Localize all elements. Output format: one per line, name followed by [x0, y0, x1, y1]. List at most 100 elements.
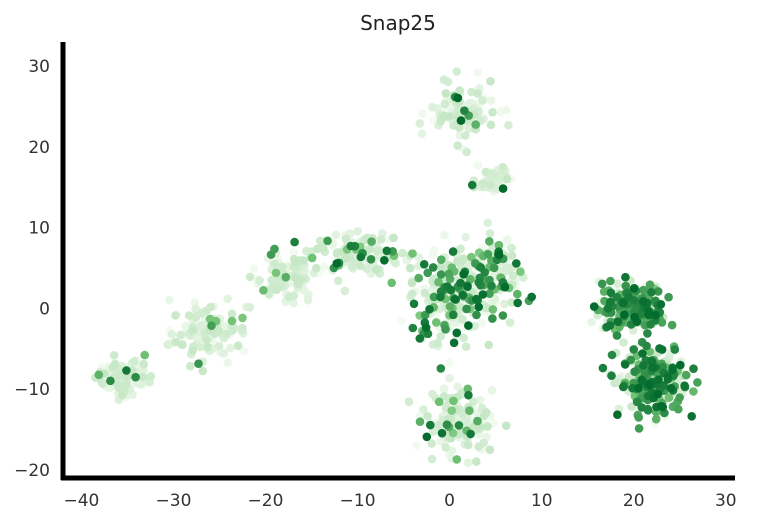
- scatter-point: [164, 340, 173, 350]
- scatter-point: [188, 325, 198, 335]
- scatter-point: [489, 263, 499, 273]
- scatter-point: [527, 292, 536, 302]
- scatter-point: [680, 381, 689, 391]
- scatter-point: [428, 263, 438, 272]
- scatter-point: [439, 384, 449, 394]
- scatter-point: [653, 389, 663, 399]
- scatter-point: [441, 401, 451, 411]
- scatter-point: [436, 292, 445, 302]
- scatter-point: [512, 259, 521, 268]
- scatter-point: [427, 439, 437, 448]
- scatter-point: [239, 346, 248, 356]
- scatter-point: [463, 282, 472, 292]
- scatter-point: [422, 432, 432, 442]
- scatter-point: [299, 256, 308, 265]
- scatter-point: [666, 383, 676, 393]
- scatter-point: [281, 272, 291, 282]
- scatter-point: [109, 351, 119, 360]
- scatter-point: [610, 378, 619, 388]
- scatter-point: [458, 315, 467, 324]
- scatter-point: [94, 370, 104, 380]
- scatter-point: [331, 230, 341, 240]
- scatter-point: [657, 402, 666, 411]
- scatter-point: [106, 376, 115, 386]
- scatter-point: [223, 358, 232, 368]
- scatter-point: [437, 428, 447, 438]
- scatter-point: [498, 311, 508, 320]
- scatter-point: [467, 252, 476, 262]
- scatter-point: [488, 314, 497, 323]
- scatter-point: [607, 371, 616, 381]
- scatter-point: [494, 250, 504, 260]
- scatter-point: [434, 397, 444, 407]
- scatter-point: [664, 292, 673, 302]
- scatter-point: [674, 404, 683, 414]
- scatter-point: [441, 89, 451, 98]
- scatter-point: [404, 397, 414, 407]
- scatter-point: [356, 252, 366, 262]
- scatter-point: [186, 361, 195, 371]
- scatter-point: [634, 413, 643, 422]
- scatter-point: [463, 458, 473, 468]
- scatter-point: [613, 317, 623, 327]
- scatter-point: [485, 180, 495, 189]
- scatter-point: [459, 270, 468, 279]
- scatter-point: [222, 329, 232, 339]
- scatter-point: [664, 393, 674, 403]
- scatter-point: [171, 337, 180, 347]
- scatter-point: [333, 276, 343, 286]
- scatter-point: [598, 363, 608, 373]
- scatter-point: [487, 281, 496, 291]
- scatter-point: [453, 93, 463, 103]
- scatter-point: [606, 288, 616, 298]
- scatter-point: [291, 257, 301, 267]
- scatter-point: [445, 112, 454, 121]
- scatter-point: [444, 269, 454, 279]
- scatter-point: [471, 120, 481, 129]
- scatter-point: [613, 410, 622, 420]
- scatter-point: [198, 366, 208, 376]
- scatter-point: [476, 263, 486, 272]
- scatter-point: [181, 321, 190, 331]
- scatter-point: [303, 295, 313, 305]
- scatter-point: [362, 264, 372, 274]
- scatter-point: [429, 427, 438, 436]
- scatter-point: [619, 338, 628, 347]
- scatter-point: [639, 361, 648, 370]
- scatter-point: [447, 446, 457, 455]
- scatter-point: [165, 295, 174, 305]
- scatter-point: [436, 262, 446, 271]
- x-tick-label: −30: [156, 491, 192, 511]
- scatter-point: [415, 334, 425, 343]
- scatter-point: [227, 316, 237, 326]
- scatter-point: [365, 244, 374, 254]
- scatter-point: [176, 330, 185, 340]
- scatter-point: [613, 279, 622, 289]
- scatter-point: [259, 286, 268, 295]
- scatter-point: [637, 375, 646, 385]
- scatter-point: [415, 417, 425, 427]
- scatter-point: [194, 359, 203, 369]
- scatter-point: [407, 289, 417, 299]
- scatter-point: [418, 109, 427, 118]
- scatter-point: [619, 382, 628, 392]
- scatter-point: [420, 288, 430, 298]
- scatter-point: [289, 298, 299, 308]
- scatter-point: [638, 297, 648, 306]
- scatter-point: [485, 237, 494, 246]
- scatter-point: [448, 247, 458, 256]
- scatter-point: [405, 263, 415, 273]
- scatter-point: [668, 365, 677, 375]
- scatter-point: [630, 367, 639, 377]
- scatter-point: [188, 346, 197, 355]
- scatter-point: [195, 342, 205, 352]
- scatter-point: [312, 263, 321, 273]
- scatter-point: [223, 294, 232, 304]
- scatter-point: [481, 167, 491, 177]
- scatter-point: [389, 233, 398, 243]
- y-tick-label: −20: [14, 461, 50, 481]
- x-tick-label: −40: [63, 491, 99, 511]
- scatter-point: [467, 180, 477, 190]
- scatter-point: [434, 420, 444, 430]
- scatter-point: [487, 386, 497, 395]
